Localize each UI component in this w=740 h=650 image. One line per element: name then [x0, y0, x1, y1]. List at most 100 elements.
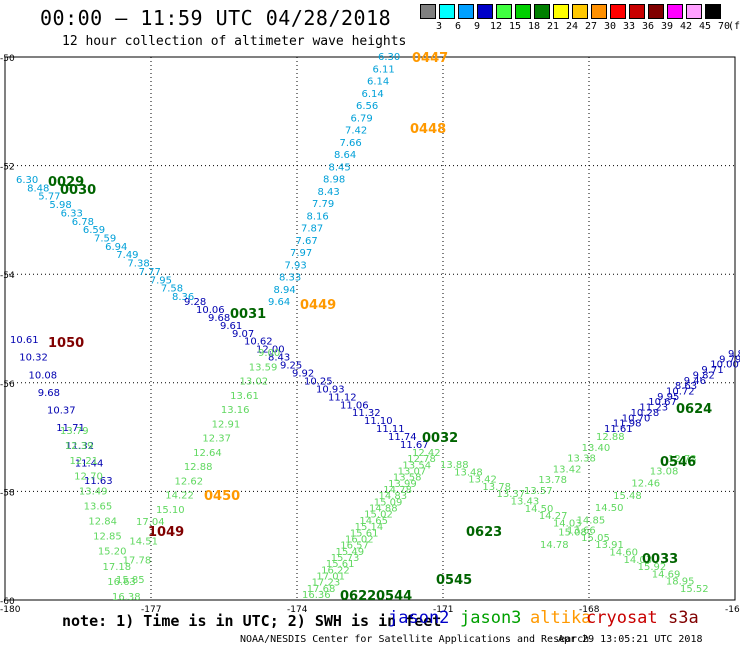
satellite-name: altika	[530, 608, 592, 628]
satellite-name: jason3	[460, 608, 522, 628]
swh-value: 10.00	[710, 360, 739, 371]
swh-value: 7.58	[161, 284, 183, 295]
swh-value: 15.02	[364, 510, 393, 521]
swh-value: 7.77	[139, 267, 161, 278]
pass-time-label: 1050	[48, 336, 84, 351]
legend-swatch	[629, 4, 645, 19]
swh-value: 16.22	[321, 565, 350, 576]
swh-value: 14.60	[609, 548, 638, 559]
swh-value: 13.66	[567, 526, 596, 537]
swh-value: 10.06	[196, 305, 225, 316]
pass-time-label: 0030	[60, 183, 96, 198]
pass-time-label: 0029	[48, 175, 84, 190]
legend-swatch	[420, 4, 436, 19]
swh-value: 15.48	[613, 491, 642, 502]
swh-value: 10.37	[47, 406, 76, 417]
swh-value: 9.79	[719, 354, 740, 365]
swh-value: 6.30	[16, 175, 38, 186]
legend-swatch	[477, 4, 493, 19]
swh-value: 14.22	[165, 491, 194, 502]
swh-value: 15.10	[156, 505, 185, 516]
swh-value: 14.50	[595, 503, 624, 514]
footer-note: note: 1) Time is in UTC; 2) SWH is in fe…	[62, 612, 442, 630]
swh-value: 15.92	[638, 562, 667, 573]
legend-label: 30	[603, 21, 617, 32]
swh-value: 11.23	[639, 403, 668, 414]
credit-line: NOAA/NESDIS Center for Satellite Applica…	[240, 634, 590, 645]
swh-value: 16.36	[302, 590, 331, 601]
swh-value: 15.05	[581, 533, 610, 544]
swh-value: 14.83	[379, 491, 408, 502]
legend-label: 70	[717, 21, 731, 32]
swh-value: 12.42	[412, 448, 441, 459]
legend-swatch	[458, 4, 474, 19]
swh-value: 17.78	[123, 556, 152, 567]
swh-value: 8.43	[268, 353, 290, 364]
pass-time-label: 0449	[300, 298, 336, 313]
swh-value: 14.27	[539, 511, 568, 522]
swh-value: 13.38	[567, 454, 596, 465]
legend-swatch	[705, 4, 721, 19]
swh-value: 11.32	[352, 408, 381, 419]
swh-value: 7.67	[296, 236, 318, 247]
swh-value: 13.78	[538, 475, 567, 486]
swh-value: 12.62	[175, 476, 204, 487]
legend-label: 12	[489, 21, 503, 32]
swh-value: 17.01	[316, 571, 345, 582]
swh-value: 16.02	[345, 534, 374, 545]
swh-value: 13.78	[482, 482, 511, 493]
swh-value: 11.44	[75, 458, 104, 469]
swh-value: 7.49	[116, 250, 138, 261]
swh-value: 7.38	[127, 259, 149, 270]
swh-value: 15.14	[355, 522, 384, 533]
swh-value: 12.88	[596, 432, 625, 443]
swh-value: 9.92	[292, 369, 314, 380]
swh-value: 14.88	[369, 504, 398, 515]
swh-value: 9.28	[184, 297, 206, 308]
legend-label: 39	[660, 21, 674, 32]
swh-value: 11.12	[328, 392, 357, 403]
legend-label: 27	[584, 21, 598, 32]
y-tick-label: -60	[0, 597, 15, 607]
pass-time-label: 1049	[148, 525, 184, 540]
swh-value: 12.21	[69, 456, 98, 467]
swh-value: 8.33	[279, 273, 301, 284]
satellite-name: jason2	[388, 608, 450, 628]
swh-value: 13.07	[398, 467, 427, 478]
swh-value: 5.98	[49, 200, 71, 211]
legend-swatch	[591, 4, 607, 19]
swh-value: 14.03	[553, 518, 582, 529]
swh-value: 17.68	[307, 584, 336, 595]
pass-time-label: 0448	[410, 122, 446, 137]
swh-value: 11.61	[604, 424, 633, 435]
swh-value: 9.25	[280, 361, 302, 372]
pass-time-label: 0450	[204, 489, 240, 504]
swh-value: 9.82	[693, 370, 715, 381]
page-title: 00:00 — 11:59 UTC 04/28/2018	[40, 6, 392, 30]
swh-value: 6.33	[61, 208, 83, 219]
y-tick-label: -52	[0, 163, 15, 173]
page-subtitle: 12 hour collection of altimeter wave hei…	[62, 34, 407, 49]
swh-value: 14.69	[652, 569, 681, 580]
swh-value: 7.87	[301, 224, 323, 235]
swh-value: 12.37	[202, 434, 231, 445]
swh-value: 12.46	[631, 479, 660, 490]
pass-time-label: 0622	[340, 589, 376, 604]
legend-label: 15	[508, 21, 522, 32]
swh-value: 10.70	[622, 413, 651, 424]
swh-value: 14.51	[129, 536, 158, 547]
swh-value: 10.25	[304, 376, 333, 387]
swh-value: 11.63	[84, 476, 113, 487]
swh-value: 8.63	[675, 381, 697, 392]
swh-value: 7.59	[94, 234, 116, 245]
x-tick-label: -180	[0, 605, 21, 615]
legend-swatch	[610, 4, 626, 19]
x-tick-label: -168	[579, 605, 600, 615]
swh-value: 6.79	[351, 113, 373, 124]
legend-unit: (ft)	[728, 21, 740, 32]
swh-value: 15.61	[350, 528, 379, 539]
swh-value: 15.52	[680, 584, 709, 595]
swh-value: 12.78	[407, 454, 436, 465]
plot-frame	[4, 56, 736, 601]
swh-value: 12.70	[74, 471, 103, 482]
